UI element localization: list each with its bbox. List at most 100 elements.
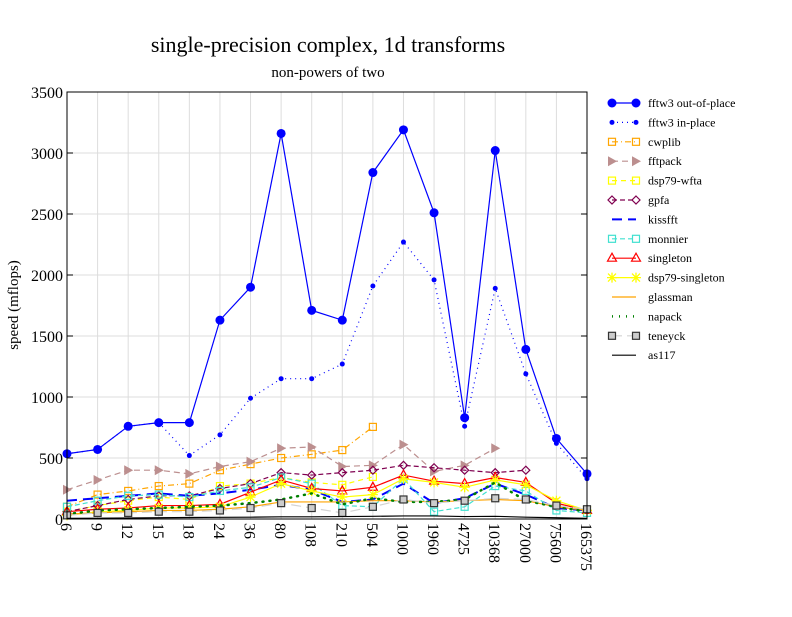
- x-tick-label: 15: [149, 523, 166, 539]
- x-tick-label: 6: [57, 523, 74, 531]
- legend-entry: singleton: [606, 251, 692, 265]
- legend-entry: napack: [612, 309, 682, 323]
- marker-diamond: [368, 465, 378, 476]
- marker-square: [277, 499, 286, 508]
- marker-diamond: [631, 195, 641, 205]
- marker-square: [607, 176, 617, 185]
- marker-square: [338, 480, 347, 489]
- legend-entry: teneyck: [607, 329, 685, 343]
- y-tick-label: 3500: [31, 85, 63, 102]
- legend-label: singleton: [648, 251, 692, 265]
- marker-diamond: [459, 465, 470, 476]
- marker-triangle: [277, 443, 287, 454]
- marker-circle: [607, 98, 617, 108]
- legend-label: cwplib: [648, 135, 681, 149]
- marker-circle: [215, 315, 225, 325]
- marker-star: [429, 477, 440, 488]
- series-line: [66, 476, 374, 513]
- marker-dot: [633, 119, 639, 125]
- legend-label: monnier: [648, 232, 688, 246]
- legend-label: dsp79-singleton: [648, 271, 725, 285]
- marker-triangle: [246, 456, 256, 467]
- marker-dot: [186, 453, 192, 459]
- marker-star: [245, 492, 256, 503]
- legend-label: fftw3 in-place: [648, 115, 715, 129]
- marker-circle: [276, 128, 286, 138]
- legend-entry: fftw3 out-of-place: [607, 96, 735, 110]
- marker-dot: [462, 423, 468, 429]
- x-tick-label: 12: [118, 523, 135, 539]
- series-line: [66, 498, 588, 515]
- series-glassman: [66, 498, 588, 515]
- marker-triangle: [608, 156, 617, 167]
- marker-square: [368, 502, 377, 511]
- x-tick-label: 4725: [455, 523, 472, 555]
- marker-square: [215, 481, 225, 491]
- marker-triangle: [154, 465, 164, 476]
- legend-label: dsp79-wfta: [648, 174, 703, 188]
- legend-label: kissfft: [648, 212, 678, 226]
- x-tick-label: 1960: [424, 523, 441, 555]
- marker-dot: [125, 423, 131, 429]
- series-line: [66, 497, 588, 516]
- marker-dot: [370, 283, 376, 289]
- marker-triangle: [338, 461, 348, 472]
- marker-square: [277, 453, 286, 463]
- marker-square: [215, 486, 225, 496]
- marker-square: [607, 137, 617, 146]
- marker-square: [154, 490, 163, 499]
- marker-circle: [631, 98, 641, 108]
- marker-circle: [429, 208, 439, 218]
- x-tick-label: 36: [241, 523, 258, 539]
- series-line: [66, 464, 526, 513]
- marker-square: [491, 494, 500, 503]
- marker-circle: [368, 168, 378, 178]
- marker-diamond: [276, 467, 286, 478]
- series-line: [66, 515, 588, 519]
- marker-square: [154, 481, 163, 491]
- series-as117: [66, 515, 588, 519]
- marker-dot: [400, 239, 406, 245]
- marker-circle: [490, 146, 500, 156]
- legend-entry: kissfft: [612, 212, 678, 226]
- marker-square: [185, 507, 194, 516]
- marker-square: [154, 507, 163, 516]
- marker-dot: [523, 371, 529, 377]
- legend-entry: dsp79-wfta: [607, 174, 703, 188]
- y-tick-label: 1000: [31, 390, 63, 407]
- marker-square: [368, 422, 377, 431]
- chart-title: single-precision complex, 1d transforms: [151, 32, 505, 57]
- marker-square: [631, 137, 641, 146]
- legend-label: teneyck: [648, 329, 685, 343]
- x-tick-label: 10368: [485, 523, 502, 563]
- x-tick-label: 210: [332, 523, 349, 547]
- marker-star: [306, 485, 317, 496]
- legend-label: napack: [648, 309, 682, 323]
- series-line: [66, 478, 588, 516]
- marker-star: [367, 489, 378, 500]
- marker-circle: [337, 315, 347, 325]
- legend-label: fftpack: [648, 154, 682, 168]
- marker-square: [460, 496, 469, 505]
- marker-star: [607, 272, 617, 283]
- y-tick-label: 500: [39, 451, 63, 468]
- y-tick-label: 3000: [31, 146, 63, 163]
- plot-frame: [66, 91, 588, 520]
- marker-dot: [217, 432, 223, 438]
- series-fftw3-out-of-place: [62, 125, 592, 479]
- marker-square: [521, 495, 530, 504]
- marker-square: [307, 503, 316, 513]
- y-tick-label: 2500: [31, 207, 63, 224]
- x-tick-label: 24: [210, 523, 227, 539]
- marker-circle: [521, 344, 531, 354]
- legend-label: gpfa: [648, 193, 670, 207]
- legend-entry: fftpack: [608, 154, 682, 168]
- chart-subtitle: non-powers of two: [271, 65, 384, 81]
- x-tick-label: 165375: [577, 523, 594, 571]
- marker-dot: [156, 420, 162, 426]
- marker-square: [338, 445, 347, 455]
- x-tick-label: 504: [363, 523, 380, 547]
- series-napack: [65, 480, 589, 516]
